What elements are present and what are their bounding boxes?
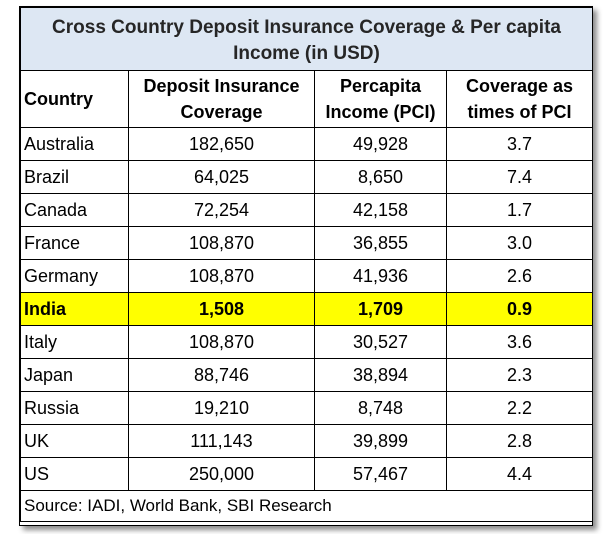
table-title: Cross Country Deposit Insurance Coverage… — [20, 7, 593, 71]
table-row: UK 111,143 39,899 2.8 — [20, 424, 593, 458]
header-country: Country — [20, 70, 129, 128]
coverage-cell: 88,746 — [128, 358, 315, 392]
coverage-cell: 1,508 — [128, 292, 315, 326]
times-cell: 3.7 — [446, 127, 593, 161]
coverage-cell: 108,870 — [128, 226, 315, 260]
country-cell: Russia — [20, 391, 129, 425]
times-cell: 3.0 — [446, 226, 593, 260]
pci-cell: 8,748 — [314, 391, 447, 425]
coverage-cell: 19,210 — [128, 391, 315, 425]
table-row: Brazil 64,025 8,650 7.4 — [20, 160, 593, 194]
country-cell: Brazil — [20, 160, 129, 194]
header-coverage: Deposit Insurance Coverage — [128, 70, 315, 128]
table-frame: Cross Country Deposit Insurance Coverage… — [19, 6, 593, 526]
times-cell: 3.6 — [446, 325, 593, 359]
times-cell: 2.8 — [446, 424, 593, 458]
coverage-cell: 108,870 — [128, 325, 315, 359]
pci-cell: 57,467 — [314, 457, 447, 491]
coverage-cell: 72,254 — [128, 193, 315, 227]
country-cell: US — [20, 457, 129, 491]
pci-cell: 41,936 — [314, 259, 447, 293]
coverage-cell: 250,000 — [128, 457, 315, 491]
times-cell: 2.6 — [446, 259, 593, 293]
times-cell: 2.3 — [446, 358, 593, 392]
coverage-cell: 182,650 — [128, 127, 315, 161]
pci-cell: 39,899 — [314, 424, 447, 458]
country-cell: UK — [20, 424, 129, 458]
pci-cell: 30,527 — [314, 325, 447, 359]
country-cell: Italy — [20, 325, 129, 359]
table-row: US 250,000 57,467 4.4 — [20, 457, 593, 491]
coverage-cell: 111,143 — [128, 424, 315, 458]
coverage-cell: 64,025 — [128, 160, 315, 194]
country-cell: Germany — [20, 259, 129, 293]
country-cell: Canada — [20, 193, 129, 227]
table-row: Germany 108,870 41,936 2.6 — [20, 259, 593, 293]
country-cell: France — [20, 226, 129, 260]
pci-cell: 38,894 — [314, 358, 447, 392]
table-row: Russia 19,210 8,748 2.2 — [20, 391, 593, 425]
header-pci: Percapita Income (PCI) — [314, 70, 447, 128]
country-cell: Japan — [20, 358, 129, 392]
country-cell: India — [20, 292, 129, 326]
header-times-pci: Coverage as times of PCI — [446, 70, 593, 128]
country-cell: Australia — [20, 127, 129, 161]
times-cell: 7.4 — [446, 160, 593, 194]
times-cell: 0.9 — [446, 292, 593, 326]
table-row: France 108,870 36,855 3.0 — [20, 226, 593, 260]
table-row: Japan 88,746 38,894 2.3 — [20, 358, 593, 392]
pci-cell: 1,709 — [314, 292, 447, 326]
table-row: Canada 72,254 42,158 1.7 — [20, 193, 593, 227]
coverage-cell: 108,870 — [128, 259, 315, 293]
pci-cell: 36,855 — [314, 226, 447, 260]
coverage-table: Cross Country Deposit Insurance Coverage… — [20, 7, 593, 522]
table-row-highlighted: India 1,508 1,709 0.9 — [20, 292, 593, 326]
times-cell: 2.2 — [446, 391, 593, 425]
pci-cell: 49,928 — [314, 127, 447, 161]
table-row: Italy 108,870 30,527 3.6 — [20, 325, 593, 359]
pci-cell: 8,650 — [314, 160, 447, 194]
times-cell: 1.7 — [446, 193, 593, 227]
source-note: Source: IADI, World Bank, SBI Research — [20, 490, 593, 522]
table-row: Australia 182,650 49,928 3.7 — [20, 127, 593, 161]
times-cell: 4.4 — [446, 457, 593, 491]
pci-cell: 42,158 — [314, 193, 447, 227]
